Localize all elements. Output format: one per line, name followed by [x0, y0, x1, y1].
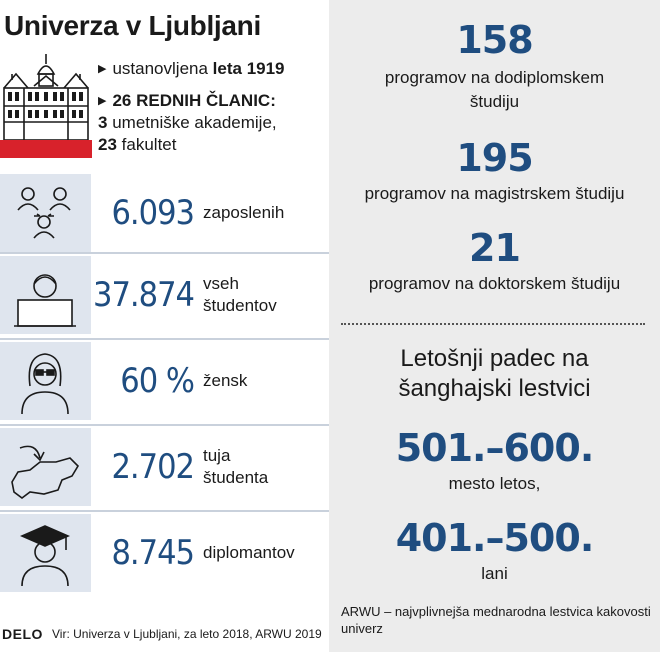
stat-row-graduates: 8.745 diplomantov [0, 514, 329, 592]
fact-founded: ▶ ustanovljena leta 1919 [98, 58, 328, 80]
program-value: 195 [456, 136, 533, 180]
stat-label: vseh študentov [203, 256, 277, 334]
stat-row-foreign: 2.702 tuja študenta [0, 428, 329, 506]
fact-academies-text: umetniške akademije, [112, 113, 277, 132]
red-bar [0, 140, 92, 158]
stat-label-line1: vseh [203, 274, 239, 293]
stat-value: 37.874 [93, 275, 195, 315]
icon-box [0, 256, 91, 334]
fact-founded-prefix: ustanovljena [112, 59, 208, 78]
stat-label: diplomantov [203, 514, 295, 592]
divider [0, 338, 329, 340]
program-value: 21 [469, 226, 521, 270]
program-text: programov na doktorskem študiju [368, 274, 621, 293]
fact-academies-count: 3 [98, 113, 108, 132]
brand-logo: DELO [2, 626, 43, 642]
stat-label-line2: študentov [203, 296, 277, 315]
page-title: Univerza v Ljubljani [4, 10, 261, 41]
ranking-current: 501.–600. mesto letos, [329, 426, 660, 496]
triangle-bullet-icon: ▶ [98, 63, 107, 75]
ranking-heading-block: Letošnji padec na šanghajski lestvici [329, 344, 660, 404]
stat-label-line1: diplomantov [203, 543, 295, 562]
program-undergrad: 158 programov na dodiplomskem študiju [329, 18, 660, 114]
people-network-icon [17, 187, 71, 239]
stat-label: tuja študenta [203, 428, 268, 506]
ranking-heading: Letošnji padec na šanghajski lestvici [398, 345, 591, 402]
stat-label-line1: žensk [203, 371, 248, 390]
divider [0, 252, 329, 254]
ranking-previous: 401.–500. lani [329, 516, 660, 586]
stat-value: 60 % [120, 361, 195, 401]
fact-members: ▶ 26 REDNIH ČLANIC: [98, 90, 328, 112]
student-laptop-icon [14, 274, 76, 327]
fact-founded-year: leta 1919 [212, 59, 285, 78]
dotted-divider [341, 323, 645, 325]
stat-label-line1: tuja [203, 446, 231, 465]
icon-box [0, 174, 91, 252]
program-text: programov na dodiplomskem študiju [384, 68, 605, 111]
university-building-icon [3, 54, 89, 141]
woman-icon [21, 353, 69, 415]
stat-label-line2: študenta [203, 468, 269, 487]
left-panel: Univerza v Ljubljani [0, 0, 329, 652]
stat-row-women: 60 % žensk [0, 342, 329, 420]
stat-row-students: 37.874 vseh študentov [0, 256, 329, 334]
ranking-note: ARWU – najvplivnejša mednarodna lestvica… [341, 604, 651, 636]
stat-label: žensk [203, 342, 247, 420]
source-text: Vir: Univerza v Ljubljani, za leto 2018,… [52, 627, 322, 641]
fact-faculties: 23 fakultet [98, 134, 328, 156]
program-doctoral: 21 programov na doktorskem študiju [329, 226, 660, 296]
icon-box [0, 514, 91, 592]
divider [0, 510, 329, 512]
fact-faculties-text: fakultet [121, 135, 177, 154]
triangle-bullet-icon: ▶ [98, 95, 107, 107]
fact-faculties-count: 23 [98, 135, 117, 154]
stat-label: zaposlenih [203, 174, 284, 252]
stat-label-line1: zaposlenih [203, 203, 285, 222]
graduate-icon [19, 525, 71, 587]
program-text: programov na magistrskem študiju [364, 184, 625, 203]
program-masters: 195 programov na magistrskem študiju [329, 136, 660, 206]
ranking-previous-label: lani [481, 564, 508, 583]
program-value: 158 [456, 18, 533, 62]
icon-box [0, 342, 91, 420]
right-panel: 158 programov na dodiplomskem študiju 19… [329, 0, 660, 652]
ranking-current-label: mesto letos, [448, 474, 541, 493]
stat-row-employees: 6.093 zaposlenih [0, 174, 329, 252]
slovenia-map-arrow-icon [11, 445, 80, 499]
stat-value: 8.745 [111, 533, 195, 573]
divider [0, 424, 329, 426]
fact-members-count: 26 REDNIH ČLANIC: [112, 91, 276, 110]
ranking-previous-value: 401.–500. [395, 516, 595, 560]
facts-list: ▶ ustanovljena leta 1919 ▶ 26 REDNIH ČLANI… [98, 58, 328, 156]
icon-box [0, 428, 91, 506]
stat-value: 2.702 [111, 447, 195, 487]
ranking-current-value: 501.–600. [395, 426, 595, 470]
fact-academies: 3 umetniške akademije, [98, 112, 328, 134]
stat-value: 6.093 [111, 193, 195, 233]
